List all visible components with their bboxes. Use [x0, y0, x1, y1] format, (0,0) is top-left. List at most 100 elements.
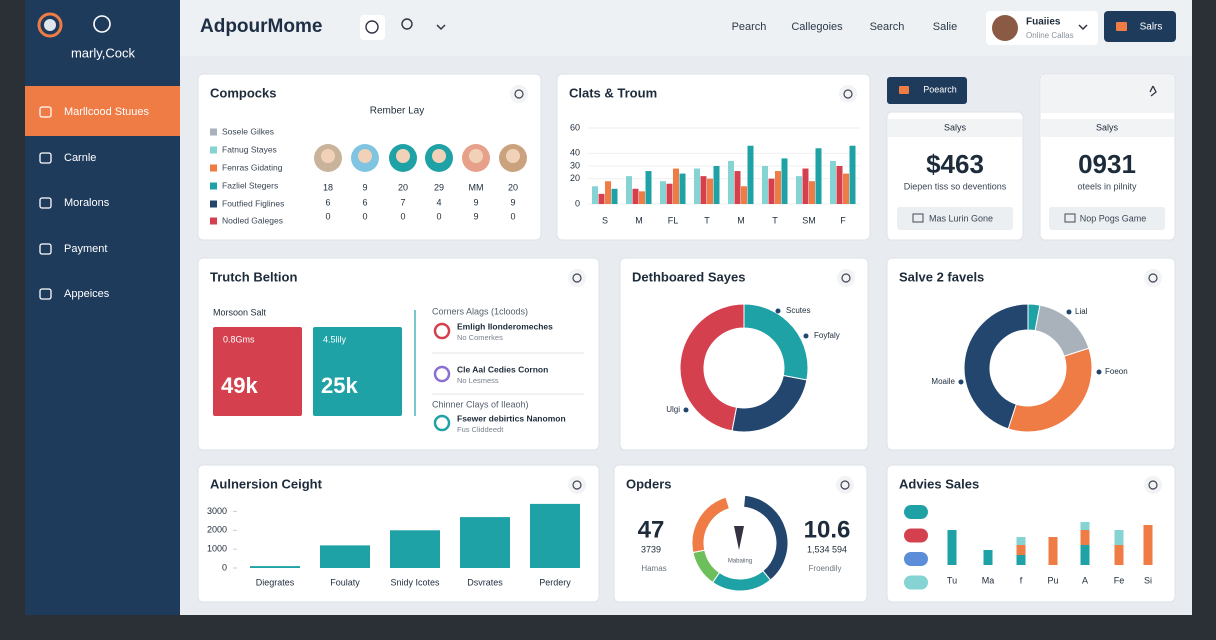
label-dot	[1096, 369, 1102, 375]
action-button[interactable]	[1049, 207, 1165, 230]
legend-swatch	[210, 217, 217, 225]
button-label[interactable]: Salrs	[1140, 22, 1163, 33]
table-cell: 9	[362, 182, 367, 192]
x-tick-label: Dsvrates	[467, 577, 503, 587]
bar	[734, 171, 741, 204]
bar	[460, 517, 510, 568]
button-label[interactable]: Nop Pogs Game	[1080, 213, 1147, 223]
legend-label: Fazliel Stegers	[222, 180, 278, 190]
bar	[796, 176, 802, 204]
item-icon	[433, 322, 451, 340]
label-dot	[803, 333, 809, 339]
nav-link[interactable]: Search	[870, 21, 905, 33]
avatar	[992, 15, 1018, 41]
table-cell: 0	[510, 211, 515, 221]
item-sub: No Lesmess	[457, 376, 499, 385]
card-top	[1041, 75, 1174, 113]
item-title: Fsewer debirtics Nanomon	[457, 413, 566, 423]
slice-label: Foyfaly	[814, 331, 840, 340]
table-cell: 0	[400, 211, 405, 221]
bar	[626, 176, 632, 204]
bar	[781, 158, 788, 204]
nav-link[interactable]: Callegoies	[791, 21, 843, 33]
icon-button[interactable]	[360, 15, 385, 40]
gauge-needle	[734, 526, 744, 550]
nav-icon	[39, 197, 52, 209]
card-action-glyph	[572, 273, 582, 283]
bar-segment	[1016, 555, 1026, 565]
card	[619, 257, 869, 451]
sidebar-item[interactable]: Appeices	[64, 288, 110, 300]
action-icon	[1064, 213, 1076, 223]
legend-swatch	[210, 128, 217, 136]
bar	[830, 160, 836, 204]
bar	[250, 566, 300, 568]
action-button[interactable]	[897, 207, 1013, 230]
item-icon	[433, 365, 451, 383]
button-label[interactable]: Mas Lurin Gone	[929, 213, 993, 223]
star-icon[interactable]	[1149, 85, 1157, 97]
bar	[530, 503, 580, 568]
x-tick-label: T	[704, 215, 710, 225]
sidebar-item[interactable]: Carnle	[64, 152, 96, 164]
y-tick-label: 0	[222, 562, 227, 572]
card-title: Aulnersion Ceight	[210, 476, 323, 491]
x-tick-label: F	[840, 215, 846, 225]
stat-label: Salys	[944, 122, 967, 132]
subtitle: Rember Lay	[370, 106, 424, 117]
user-icon	[401, 18, 413, 30]
x-tick-label: Diegrates	[256, 577, 295, 587]
table-cell: 9	[473, 211, 478, 221]
card-title: Clats & Troum	[569, 85, 657, 100]
bar	[611, 188, 618, 204]
legend-label: Fenras Gidating	[222, 162, 283, 172]
profile-name: Fuaiies	[1026, 17, 1061, 28]
search-button[interactable]	[887, 77, 967, 104]
card-action-glyph	[572, 480, 582, 490]
x-tick-label: Foulaty	[330, 577, 360, 587]
y-tick-label: 30	[570, 160, 580, 170]
nav-link[interactable]: Pearch	[732, 21, 767, 33]
card-title: Compocks	[210, 85, 276, 100]
avatar-face	[358, 149, 372, 163]
button-label[interactable]: Poearch	[923, 84, 957, 94]
avatar-face	[506, 149, 520, 163]
card-action-glyph	[1148, 480, 1158, 490]
brand: marly,Cock	[71, 45, 136, 60]
bar	[673, 168, 679, 204]
card-title: Salve 2 favels	[899, 269, 984, 284]
bar-segment	[1114, 545, 1124, 565]
list-title: Chinner Clays of Ileaoh)	[432, 399, 529, 409]
chevron[interactable]	[436, 24, 446, 31]
sidebar-item[interactable]: Moralons	[64, 197, 110, 209]
table-cell: 9	[510, 197, 515, 207]
profile-sub: Online Callas	[1026, 31, 1074, 40]
table-cell: 20	[398, 182, 408, 192]
label-dot	[958, 379, 964, 385]
bar	[592, 186, 598, 204]
avatar-face	[321, 149, 335, 163]
stat-desc: oteels in pilnity	[1077, 181, 1137, 191]
stat-value: 0931	[1078, 149, 1136, 179]
header-button[interactable]	[1104, 11, 1176, 42]
pie-slice	[963, 303, 1029, 430]
card-action	[837, 269, 855, 287]
legend-pill	[904, 505, 928, 519]
sidebar-item[interactable]: Payment	[64, 243, 107, 255]
bar-segment	[1016, 537, 1026, 545]
tile-value: 25k	[321, 373, 358, 398]
y-tick-label: 40	[570, 148, 580, 158]
x-tick-label: f	[1020, 575, 1023, 585]
bar-segment	[1048, 537, 1058, 565]
stat-value: $463	[926, 149, 984, 179]
bar-segment	[983, 550, 993, 565]
table-cell: 6	[325, 197, 330, 207]
bar	[639, 191, 645, 204]
logo	[37, 12, 63, 38]
label-dot	[775, 308, 781, 314]
bar	[836, 166, 843, 204]
bar	[632, 188, 639, 204]
nav-link[interactable]: Salie	[933, 21, 957, 33]
slice-label: Lial	[1075, 307, 1088, 316]
sidebar-item[interactable]: Marllcood Stuues	[64, 106, 149, 118]
